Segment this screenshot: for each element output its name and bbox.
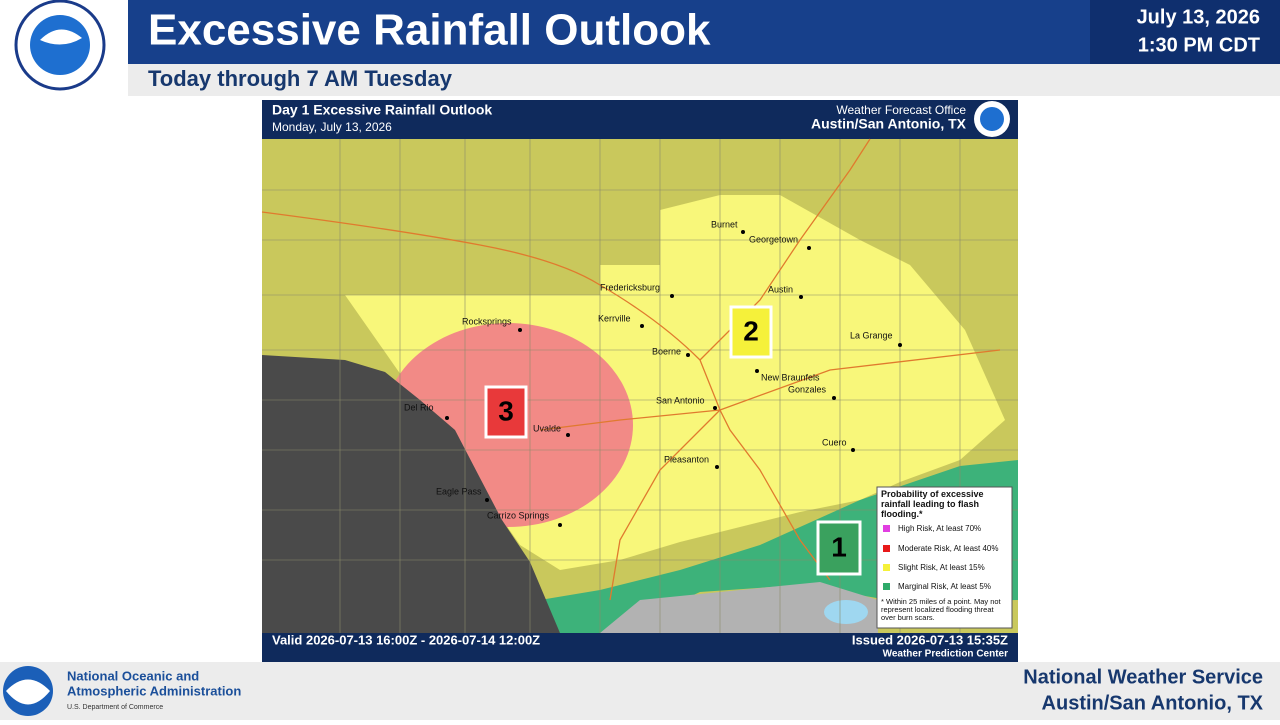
city-label: Rocksprings	[462, 316, 512, 326]
city-dot	[686, 353, 690, 357]
legend-swatch	[883, 545, 890, 552]
city-label: La Grange	[850, 330, 893, 340]
footer-bar	[0, 662, 1280, 720]
agency-line2: Atmospheric Administration	[67, 683, 241, 698]
cities: Burnet Georgetown Fredericksburg Austin …	[404, 219, 902, 527]
legend-title-wrap: Probability of excessive rainfall leadin…	[881, 489, 984, 519]
city-label: Boerne	[652, 346, 681, 356]
map-title: Day 1 Excessive Rainfall Outlook	[272, 102, 492, 118]
city-dot	[898, 343, 902, 347]
mexico	[262, 355, 560, 633]
city-dot	[558, 523, 562, 527]
city-label: New Braunfels	[761, 372, 820, 382]
city-label: Pleasanton	[664, 454, 709, 464]
noaa-logo-bird	[6, 679, 50, 705]
city-label: Eagle Pass	[436, 486, 482, 496]
footer-office: National Weather Service	[1023, 666, 1263, 688]
legend-box	[876, 486, 1013, 629]
risk-box	[729, 305, 773, 359]
legend-item: Moderate Risk, At least 40%	[898, 544, 999, 553]
valid-time: Valid 2026-07-13 16:00Z - 2026-07-14 12:…	[272, 632, 540, 647]
city-dot	[485, 498, 489, 502]
date-box	[1090, 0, 1280, 64]
city-label: Georgetown	[749, 234, 798, 244]
city-dot	[640, 324, 644, 328]
office-logo-inner	[980, 107, 1004, 131]
city-dot	[445, 416, 449, 420]
time: 1:30 PM CDT	[1138, 34, 1260, 56]
city-dot	[670, 294, 674, 298]
date: July 13, 2026	[1137, 6, 1260, 28]
city-dot	[799, 295, 803, 299]
risk-box	[816, 520, 862, 576]
map-date: Monday, July 13, 2026	[272, 120, 392, 134]
nws-logo-inner	[30, 15, 90, 75]
agency-line1: National Oceanic and	[67, 668, 199, 683]
legend-item: Marginal Risk, At least 5%	[898, 582, 991, 591]
title: Excessive Rainfall Outlook	[148, 6, 711, 55]
city-dot	[715, 465, 719, 469]
city-dot	[755, 369, 759, 373]
gulf-area	[600, 582, 878, 633]
city-label: Fredericksburg	[600, 282, 660, 292]
city-dot	[807, 246, 811, 250]
city-label: Cuero	[822, 437, 847, 447]
city-label: Kerrville	[598, 313, 631, 323]
footer-location: Austin/San Antonio, TX	[1042, 692, 1264, 714]
risk-label: 3	[498, 395, 514, 426]
city-dot	[741, 230, 745, 234]
city-dot	[713, 406, 717, 410]
risk-label: 2	[743, 315, 759, 346]
city-dot	[832, 396, 836, 400]
county-lines	[262, 139, 1018, 633]
legend-item: Slight Risk, At least 15%	[898, 563, 985, 572]
office-location: Austin/San Antonio, TX	[811, 116, 967, 132]
issuer: Weather Prediction Center	[883, 649, 1009, 660]
risk-box	[484, 385, 528, 439]
subtitle-bar	[128, 64, 1280, 96]
city-dot	[851, 448, 855, 452]
city-dot	[566, 433, 570, 437]
header-bar	[0, 0, 1280, 64]
city-label: Burnet	[711, 219, 738, 229]
city-label: Austin	[768, 284, 793, 294]
city-label: Uvalde	[533, 423, 561, 433]
legend-swatch	[883, 564, 890, 571]
legend-title: Probability of excessive rainfall leadin…	[881, 489, 984, 519]
city-dot	[518, 328, 522, 332]
subtitle: Today through 7 AM Tuesday	[148, 66, 453, 91]
legend-swatch	[883, 583, 890, 590]
risk-label: 1	[831, 531, 847, 562]
city-label: Carrizo Springs	[487, 510, 550, 520]
city-label: San Antonio	[656, 395, 705, 405]
nws-logo-cloud	[40, 29, 82, 45]
legend-note-wrap: * Within 25 miles of a point. May not re…	[881, 598, 1001, 622]
legend-item: High Risk, At least 70%	[898, 524, 981, 533]
bay	[824, 600, 868, 624]
issued-time: Issued 2026-07-13 15:35Z	[852, 632, 1008, 647]
legend-swatch	[883, 525, 890, 532]
office: Weather Forecast Office	[836, 103, 966, 117]
city-label: Gonzales	[788, 384, 827, 394]
legend-note: * Within 25 miles of a point. May not re…	[881, 598, 1001, 622]
department: U.S. Department of Commerce	[67, 704, 163, 711]
city-label: Del Rio	[404, 402, 434, 412]
